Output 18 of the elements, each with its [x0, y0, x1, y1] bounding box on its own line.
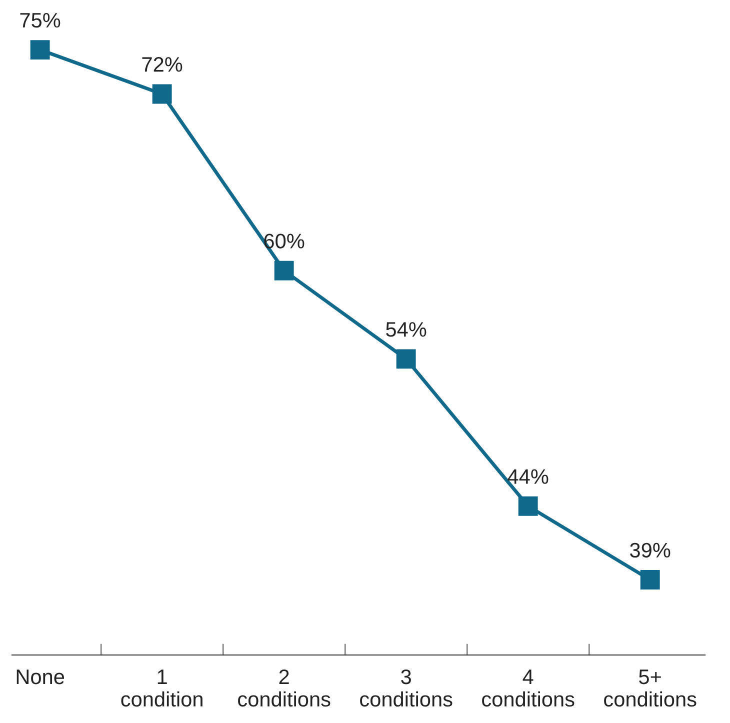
point: [640, 570, 660, 590]
x-tick-label: 5+ conditions: [604, 670, 696, 707]
point: [518, 496, 538, 516]
point: [30, 40, 50, 60]
data-label: 72%: [142, 57, 182, 72]
x-tick-label: 3 conditions: [360, 669, 452, 707]
point: [152, 84, 172, 104]
data-label: 54%: [386, 322, 426, 337]
data-label: 60%: [264, 234, 304, 248]
x-tick-label: 4 conditions: [482, 670, 574, 707]
data-label: 44%: [508, 469, 548, 484]
data-label: 75%: [20, 12, 60, 28]
x-tick-label: 2 conditions: [238, 669, 330, 707]
x-tick-label: None: [16, 670, 64, 684]
point: [396, 349, 416, 369]
x-tick-label: 1 condition: [121, 670, 202, 707]
point: [274, 260, 294, 280]
data-label: 39%: [630, 542, 670, 558]
